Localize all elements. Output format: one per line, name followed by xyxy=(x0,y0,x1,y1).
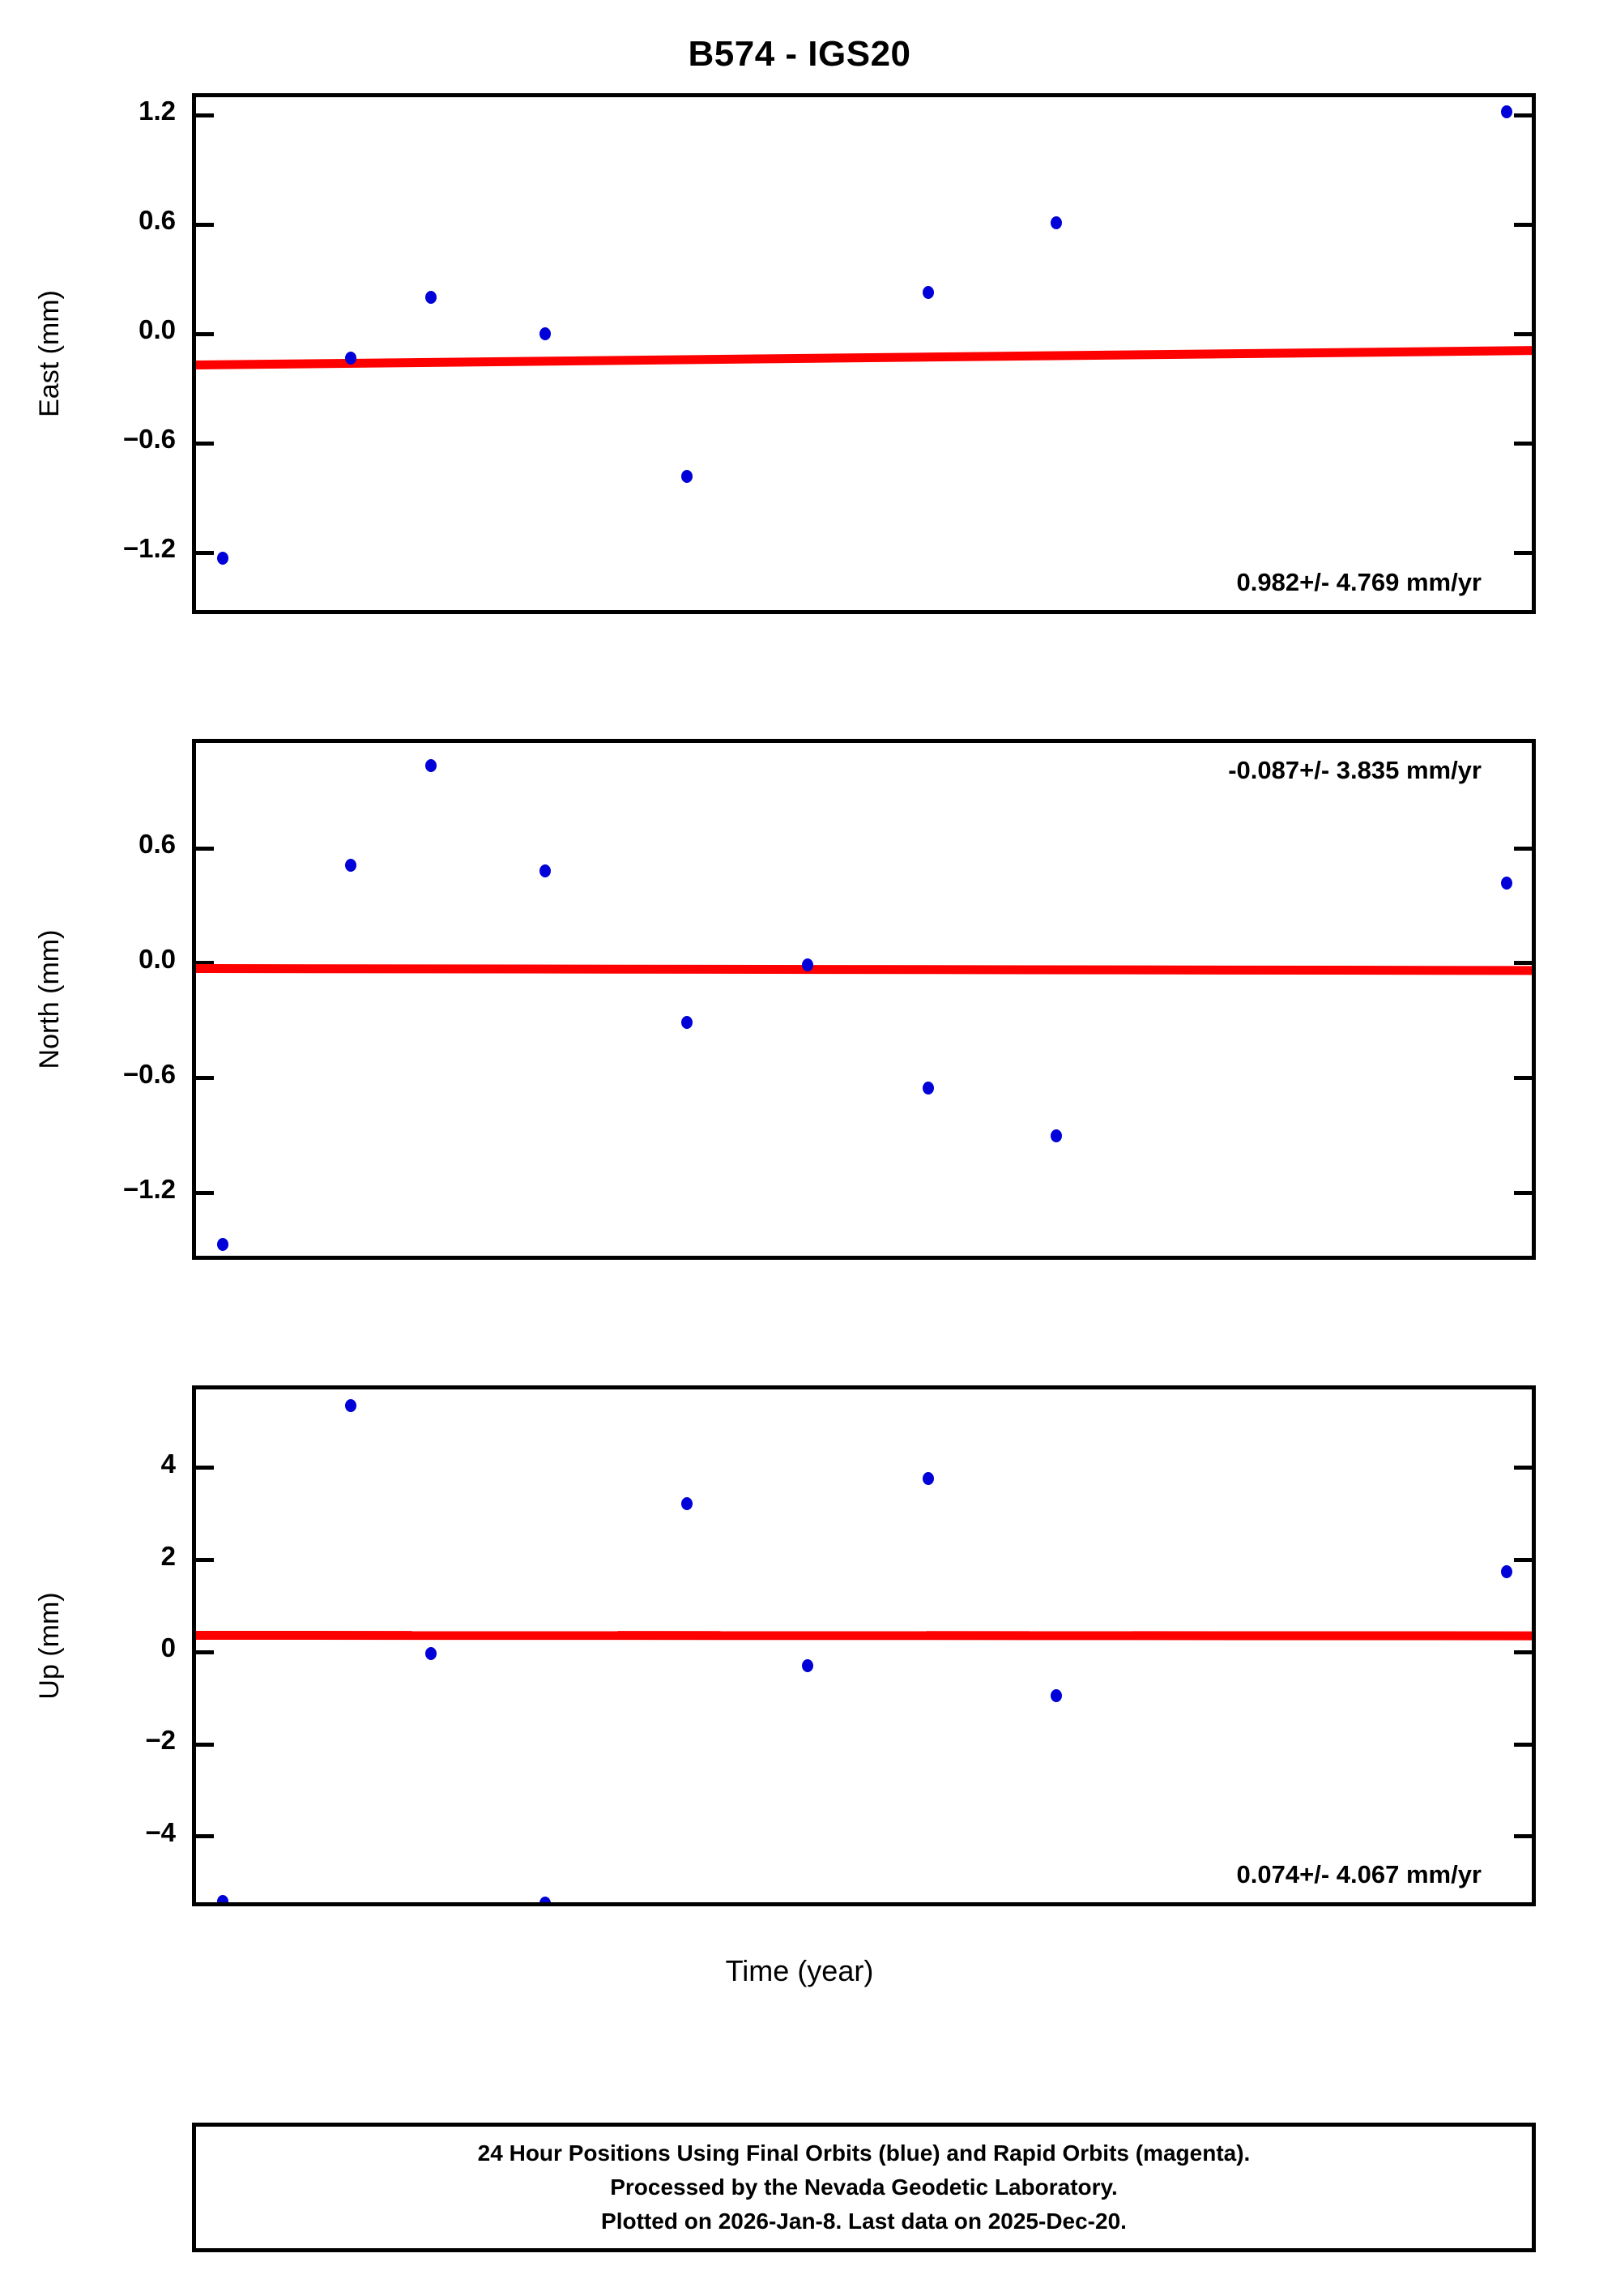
y-tick-mark-east-0 xyxy=(1514,113,1532,117)
data-point xyxy=(1050,216,1062,230)
y-tick-mark-east-2 xyxy=(1514,331,1532,336)
plot-area-up: 0.074+/- 4.067 mm/yr xyxy=(196,1389,1532,1902)
data-point xyxy=(1050,1689,1062,1703)
data-point xyxy=(1500,1564,1512,1578)
y-tick-label-east-2: 0.0 xyxy=(139,314,176,345)
caption-line-2: Processed by the Nevada Geodetic Laborat… xyxy=(610,2174,1118,2200)
y-tick-mark-north-3 xyxy=(196,1191,214,1196)
plot-panel-east: 0.982+/- 4.769 mm/yr xyxy=(192,93,1536,614)
y-tick-label-east-3: −0.6 xyxy=(122,424,176,455)
plot-area-north: -0.087+/- 3.835 mm/yr xyxy=(196,743,1532,1256)
y-tick-label-north-1: 0.0 xyxy=(139,943,176,974)
data-point xyxy=(539,1897,552,1902)
y-tick-mark-up-1 xyxy=(196,1558,214,1563)
data-point xyxy=(539,327,552,341)
rate-annotation-east: 0.982+/- 4.769 mm/yr xyxy=(1236,568,1482,596)
y-tick-mark-up-3 xyxy=(196,1742,214,1747)
y-axis-label-north: North (mm) xyxy=(33,929,65,1069)
page-title: B574 - IGS20 xyxy=(688,34,911,74)
data-point xyxy=(539,864,552,878)
plot-area-east: 0.982+/- 4.769 mm/yr xyxy=(196,97,1532,610)
y-tick-label-up-4: −4 xyxy=(145,1816,176,1847)
y-tick-label-east-1: 0.6 xyxy=(139,205,176,236)
y-tick-mark-up-0 xyxy=(1514,1466,1532,1470)
y-tick-mark-east-4 xyxy=(1514,550,1532,555)
y-tick-mark-north-2 xyxy=(1514,1076,1532,1081)
y-tick-label-east-0: 1.2 xyxy=(139,96,176,126)
y-tick-label-east-4: −1.2 xyxy=(122,533,176,564)
trend-line-east xyxy=(196,345,1532,369)
data-point xyxy=(680,1496,693,1510)
y-tick-mark-north-3 xyxy=(1514,1191,1532,1196)
y-tick-mark-up-0 xyxy=(196,1466,214,1470)
plot-panel-up: 0.074+/- 4.067 mm/yr xyxy=(192,1385,1536,1906)
plot-panel-north: -0.087+/- 3.835 mm/yr xyxy=(192,739,1536,1260)
y-tick-mark-north-0 xyxy=(196,846,214,851)
y-tick-mark-north-1 xyxy=(196,961,214,966)
y-tick-mark-east-2 xyxy=(196,331,214,336)
caption-line-1: 24 Hour Positions Using Final Orbits (bl… xyxy=(477,2140,1251,2166)
y-tick-mark-up-1 xyxy=(1514,1558,1532,1563)
rate-annotation-north: -0.087+/- 3.835 mm/yr xyxy=(1228,756,1482,784)
data-point xyxy=(923,1081,935,1095)
y-tick-mark-east-1 xyxy=(1514,222,1532,227)
y-tick-mark-north-2 xyxy=(196,1076,214,1081)
y-tick-label-north-3: −1.2 xyxy=(122,1173,176,1204)
y-tick-mark-up-4 xyxy=(1514,1834,1532,1839)
data-point xyxy=(217,1238,229,1252)
data-point xyxy=(1500,876,1512,890)
y-axis-label-up: Up (mm) xyxy=(33,1591,65,1700)
data-point xyxy=(425,759,437,773)
y-tick-mark-east-4 xyxy=(196,550,214,555)
trend-line-north xyxy=(196,964,1532,975)
y-tick-mark-north-1 xyxy=(1514,961,1532,966)
y-tick-label-up-1: 2 xyxy=(160,1540,176,1571)
y-tick-label-up-2: 0 xyxy=(160,1632,176,1663)
y-tick-label-north-2: −0.6 xyxy=(122,1058,176,1089)
data-point xyxy=(801,958,813,972)
data-point xyxy=(425,1647,437,1661)
y-tick-mark-up-3 xyxy=(1514,1742,1532,1747)
y-tick-mark-up-4 xyxy=(196,1834,214,1839)
caption-box: 24 Hour Positions Using Final Orbits (bl… xyxy=(192,2123,1536,2252)
y-tick-mark-up-2 xyxy=(1514,1649,1532,1654)
data-point xyxy=(923,1471,935,1485)
x-axis-label: Time (year) xyxy=(725,1954,874,1987)
y-tick-mark-east-0 xyxy=(196,113,214,117)
data-point xyxy=(217,1894,229,1902)
y-tick-mark-north-0 xyxy=(1514,846,1532,851)
data-point xyxy=(344,351,356,365)
data-point xyxy=(1500,105,1512,118)
y-tick-mark-up-2 xyxy=(196,1649,214,1654)
y-tick-mark-east-3 xyxy=(1514,441,1532,446)
caption-line-3: Plotted on 2026-Jan-8. Last data on 2025… xyxy=(601,2209,1127,2234)
rate-annotation-up: 0.074+/- 4.067 mm/yr xyxy=(1236,1860,1482,1888)
y-tick-mark-east-1 xyxy=(196,222,214,227)
data-point xyxy=(801,1658,813,1672)
data-point xyxy=(680,1016,693,1030)
y-axis-label-east: East (mm) xyxy=(33,289,65,417)
data-point xyxy=(923,285,935,299)
y-tick-mark-east-3 xyxy=(196,441,214,446)
data-point xyxy=(217,551,229,565)
y-tick-label-up-3: −2 xyxy=(145,1725,176,1756)
data-point xyxy=(425,291,437,305)
y-tick-label-up-0: 4 xyxy=(160,1448,176,1479)
trend-line-up xyxy=(196,1630,1532,1641)
data-point xyxy=(344,859,356,873)
data-point xyxy=(680,469,693,483)
data-point xyxy=(1050,1129,1062,1142)
y-tick-label-north-0: 0.6 xyxy=(139,829,176,860)
data-point xyxy=(344,1398,356,1412)
